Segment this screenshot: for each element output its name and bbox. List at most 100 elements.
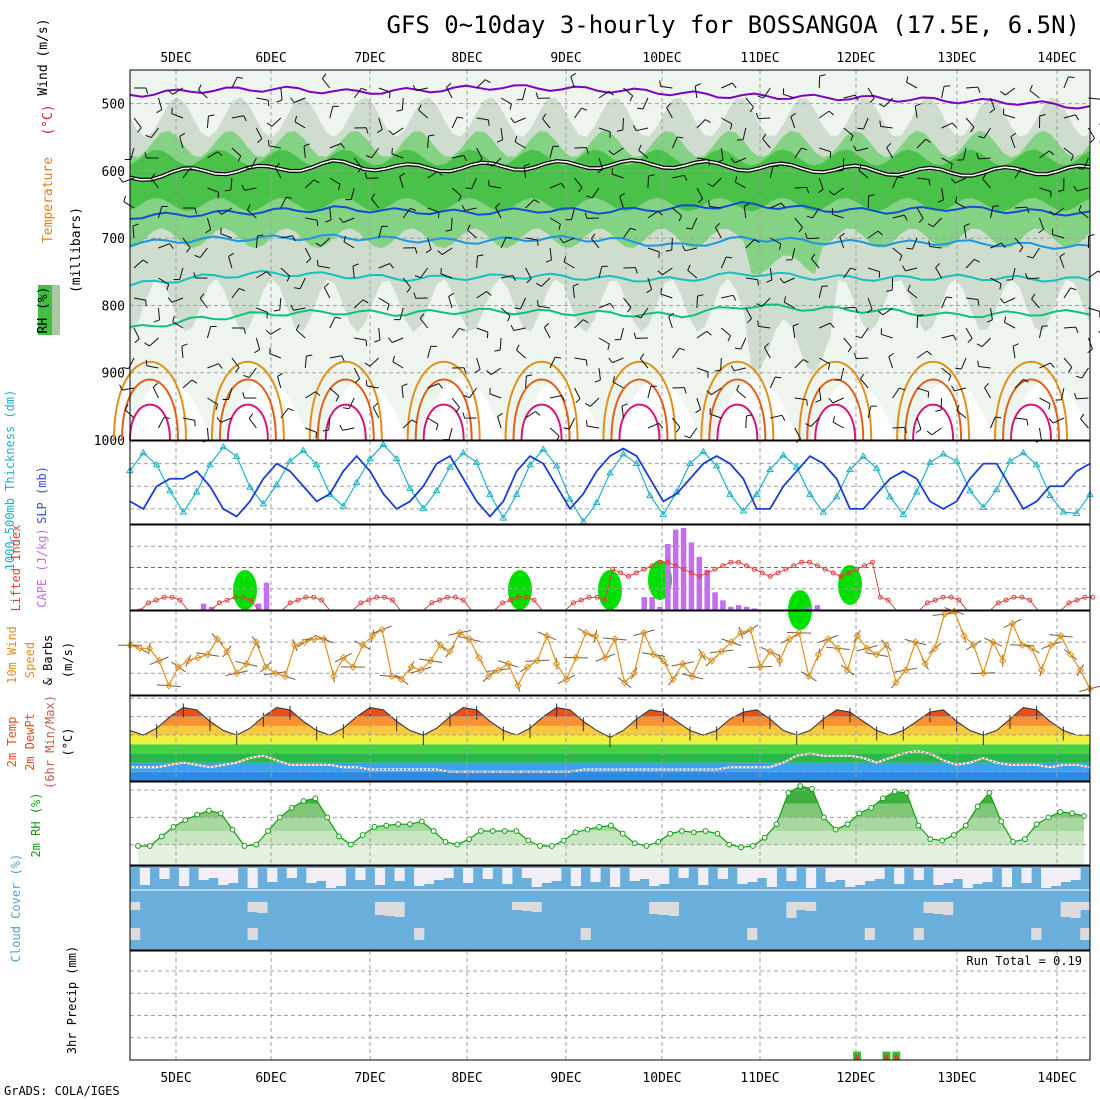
cloud-mid-gap — [1060, 902, 1071, 917]
wind-barb-flag — [514, 136, 518, 143]
rh-point — [513, 828, 520, 834]
cloud-high-clear — [1050, 868, 1062, 886]
wind-barb-flag — [570, 72, 577, 78]
lifted-index-point — [854, 566, 860, 572]
wind-barb-flag — [802, 359, 809, 363]
wind-barb — [1038, 326, 1043, 339]
wind-barb — [619, 196, 624, 209]
wind-barb — [563, 237, 575, 244]
rh-point — [903, 789, 910, 796]
wind-barb — [207, 397, 218, 405]
wind-barb-flag — [585, 359, 588, 366]
wind-barb-flag — [1068, 366, 1073, 373]
wind-barb — [819, 147, 831, 153]
cloud-high-clear — [864, 868, 875, 881]
wind-barb — [199, 247, 208, 258]
wind-barb — [794, 217, 803, 228]
wind-barb-flag — [194, 207, 198, 214]
wind-barb-flag — [616, 129, 623, 132]
thickness-point — [166, 486, 174, 494]
lifted-index-point — [681, 566, 687, 572]
cloud-high-clear — [198, 868, 209, 880]
cloud-high-clear — [825, 868, 836, 882]
wind-barb-flag — [906, 76, 909, 83]
wind-barb — [317, 265, 330, 269]
wind-barb — [329, 387, 340, 397]
cloud-mid-gap — [805, 902, 817, 911]
wind-barb — [469, 387, 478, 399]
rh-point — [962, 822, 969, 829]
wind-barb-flag — [1049, 210, 1055, 216]
isotherm-line — [129, 303, 1091, 328]
wind-speed-point — [727, 638, 735, 646]
top-day-label: 14DEC — [1037, 51, 1076, 66]
wind-barb — [745, 415, 747, 429]
wind-speed-point — [494, 666, 503, 674]
thickness-point — [286, 457, 294, 464]
wind-barb-flag — [134, 338, 140, 344]
wind-barb-flag — [899, 387, 906, 391]
wind-speed-point — [746, 625, 755, 634]
wind-speed-point — [902, 666, 910, 674]
wind-barb-flag — [559, 237, 564, 244]
wind-barb — [916, 387, 929, 393]
rh-peak — [598, 570, 622, 610]
wind-barb — [965, 297, 979, 300]
wind-barb-flag — [510, 117, 515, 124]
wind-barb-flag — [323, 282, 330, 288]
wind-barb-flag — [1077, 167, 1084, 170]
wind-barb-flag — [1029, 84, 1033, 91]
rh-point — [927, 836, 934, 843]
wind-speed-point — [911, 638, 920, 646]
wind-barb — [182, 168, 191, 179]
wind-barb-flag — [124, 404, 129, 411]
thickness-line — [129, 443, 1091, 523]
pressure-tick-label: 900 — [102, 367, 125, 382]
lifted-index-point — [806, 559, 812, 565]
thickness-point — [819, 508, 828, 515]
wind-barb — [860, 378, 869, 389]
wind-barbs — [118, 72, 1100, 444]
wind-barb-flag — [364, 172, 368, 179]
pressure-tick-label: 700 — [102, 232, 125, 247]
wind-barb-flag — [1001, 242, 1006, 248]
wind-speed-point — [242, 660, 251, 668]
wind-barb-flag — [762, 133, 767, 140]
wind-barb — [832, 421, 844, 429]
wind-barb-flag — [817, 188, 824, 194]
wind-speed-point — [271, 669, 280, 677]
wind-barb — [762, 138, 771, 149]
wind-barb — [392, 361, 404, 369]
wind-speed-point — [950, 607, 958, 615]
wind-barb-flag — [365, 340, 368, 347]
wind-barb — [907, 290, 918, 299]
wind-barb — [769, 267, 773, 280]
wind-barb-flag — [783, 296, 787, 303]
wind-barb-flag — [144, 152, 147, 159]
wind-speed-point — [572, 653, 580, 662]
wind-barb-flag — [857, 127, 864, 130]
wind-barb-flag — [563, 256, 567, 263]
wind-barb-flag — [354, 378, 361, 384]
wind-barb — [207, 187, 219, 193]
wind-barb — [179, 267, 184, 280]
wind-barb — [179, 136, 184, 149]
dry-boundary-layer — [126, 379, 211, 440]
wind-barb — [1014, 167, 1022, 179]
wind-barb-flag — [828, 397, 834, 404]
wind-barb-flag — [743, 203, 750, 207]
rh-point — [135, 843, 141, 849]
wind-barb — [984, 387, 991, 399]
wind-barb-flag — [533, 199, 540, 204]
wind-barb — [427, 237, 432, 250]
wind-barb — [843, 267, 851, 279]
wind-barb — [711, 387, 722, 396]
wind-speed-point — [465, 635, 474, 643]
rh-point — [300, 798, 307, 804]
wind-barb-flag — [437, 171, 443, 176]
wind-speed-point — [1076, 666, 1085, 674]
wind-barb-flag — [303, 143, 310, 147]
wind-speed-point — [329, 672, 338, 681]
